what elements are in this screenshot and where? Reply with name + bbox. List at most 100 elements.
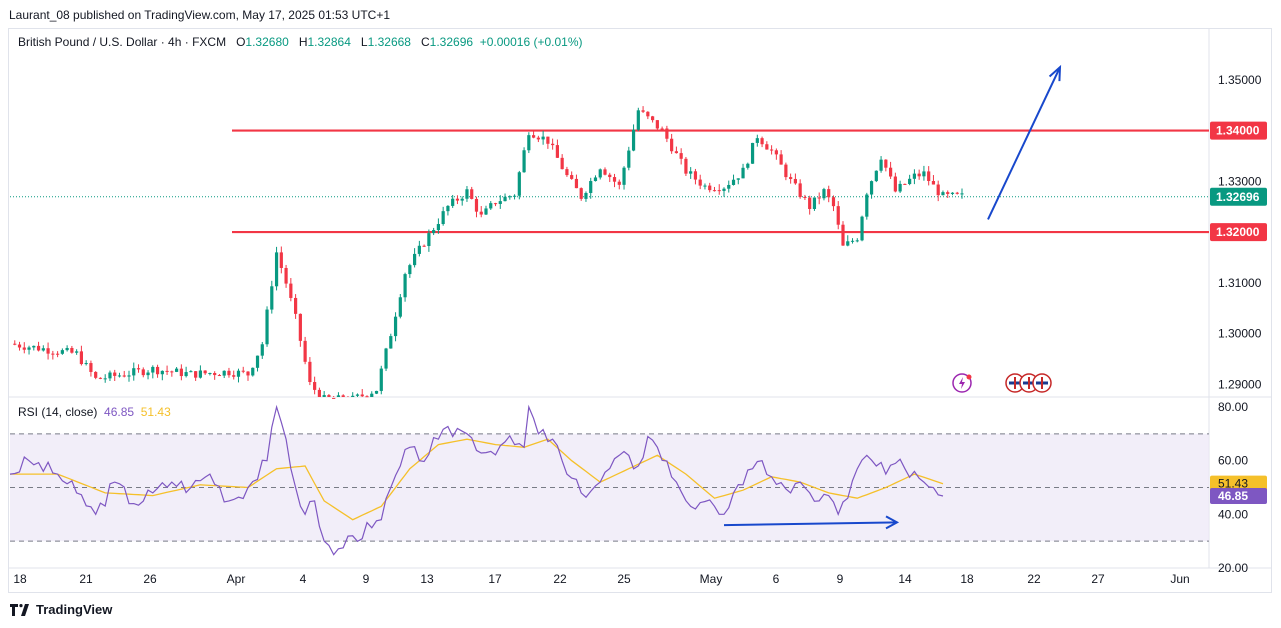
candle-body	[836, 206, 840, 225]
close-label: C	[421, 35, 430, 49]
candle-body	[731, 179, 736, 185]
candle-body	[889, 167, 893, 177]
rsi-tag	[1210, 487, 1267, 504]
candle-body	[370, 393, 374, 397]
candle-body	[227, 370, 231, 376]
candle-body	[589, 181, 593, 193]
candle-body	[251, 367, 255, 376]
time-tick-label: 18	[13, 572, 27, 586]
candle-body	[617, 181, 621, 185]
candle-body	[931, 181, 936, 185]
projection-arrow-head	[1048, 64, 1062, 82]
candle-body	[898, 183, 902, 192]
candle-body	[746, 163, 750, 168]
candle-body	[36, 345, 41, 351]
candle-body	[793, 178, 797, 184]
rsi-ma-line	[10, 438, 944, 521]
candle-body	[175, 368, 179, 372]
candle-body	[665, 128, 669, 139]
candle-body	[903, 183, 907, 185]
candle-body	[198, 370, 202, 378]
candle-body	[189, 371, 193, 373]
candle-body	[684, 158, 688, 174]
rsi-ma-tag-label: 51.43	[1218, 477, 1248, 491]
candle-body	[874, 170, 878, 182]
candle-body	[708, 185, 712, 191]
candle-body	[908, 178, 912, 185]
candle-body	[41, 348, 45, 351]
rsi-tick-label: 80.00	[1218, 400, 1248, 414]
candle-body	[850, 240, 855, 242]
footer-brand: TradingView	[36, 602, 113, 617]
price-tick-label: 1.33000	[1218, 174, 1262, 188]
time-tick-label: 22	[1027, 572, 1041, 586]
candle-body	[455, 198, 460, 201]
candle-body	[32, 345, 36, 348]
candle-body	[389, 336, 393, 349]
candle-body	[417, 245, 421, 254]
candle-body	[541, 136, 545, 140]
candle-body	[75, 351, 79, 353]
time-tick-label: 26	[143, 572, 157, 586]
time-tick-label: 9	[837, 572, 844, 586]
candle-body	[98, 377, 103, 379]
candle-body	[660, 128, 664, 130]
candle-body	[94, 371, 98, 378]
price-tick-label: 1.29000	[1218, 377, 1262, 391]
rsi-tick-label: 60.00	[1218, 454, 1248, 468]
candle-body	[774, 150, 778, 155]
candle-body	[846, 241, 850, 246]
candle-body	[712, 190, 717, 192]
time-tick-label: 6	[773, 572, 780, 586]
candle-body	[255, 355, 260, 368]
rsi-ma-tag	[1210, 475, 1267, 492]
candle-body	[627, 150, 631, 168]
candle-body	[384, 348, 388, 369]
candle-body	[203, 370, 207, 374]
candle-body	[279, 252, 283, 268]
candle-body	[146, 372, 150, 376]
candle-body	[284, 267, 288, 284]
candle-body	[750, 142, 755, 164]
candle-body	[208, 373, 212, 375]
candle-body	[841, 224, 845, 246]
candle-body	[936, 184, 940, 196]
divergence-arrow	[723, 521, 897, 527]
candle-body	[831, 197, 836, 207]
tradingview-logo[interactable]: TradingView	[10, 602, 112, 617]
candle-body	[512, 195, 517, 197]
symbol-name[interactable]: British Pound / U.S. Dollar · 4h · FXCM	[18, 35, 227, 49]
candle-body	[860, 216, 864, 241]
candle-body	[246, 371, 250, 376]
candle-body	[317, 389, 321, 397]
time-tick-label: Jun	[1170, 572, 1189, 586]
candle-body	[360, 394, 364, 397]
candle-body	[631, 129, 636, 151]
time-tick-label: 22	[553, 572, 567, 586]
candle-body	[70, 347, 74, 353]
candle-body	[65, 347, 69, 351]
candle-body	[351, 395, 355, 397]
rsi-label[interactable]: RSI (14, close)	[18, 405, 98, 419]
candle-body	[646, 111, 650, 117]
candle-body	[508, 196, 512, 198]
time-tick-label: 27	[1091, 572, 1105, 586]
candle-body	[760, 138, 764, 145]
candle-body	[289, 283, 293, 298]
candle-body	[612, 177, 617, 182]
low-label: L	[360, 35, 368, 49]
candle-body	[722, 188, 726, 191]
level-tag-label: 1.32000	[1216, 225, 1260, 239]
level-tag	[1210, 121, 1267, 140]
price-tick-label: 1.31000	[1218, 276, 1262, 290]
time-tick-label: May	[700, 572, 723, 586]
price-tick-label: 1.30000	[1218, 327, 1262, 341]
last-price-label: 1.32696	[1216, 190, 1260, 204]
high-value: 1.32864	[307, 35, 351, 49]
rsi-tick-label: 40.00	[1218, 507, 1248, 521]
candle-body	[165, 370, 169, 372]
candle-body	[698, 179, 702, 186]
candle-body	[170, 371, 174, 373]
candle-body	[84, 363, 88, 365]
